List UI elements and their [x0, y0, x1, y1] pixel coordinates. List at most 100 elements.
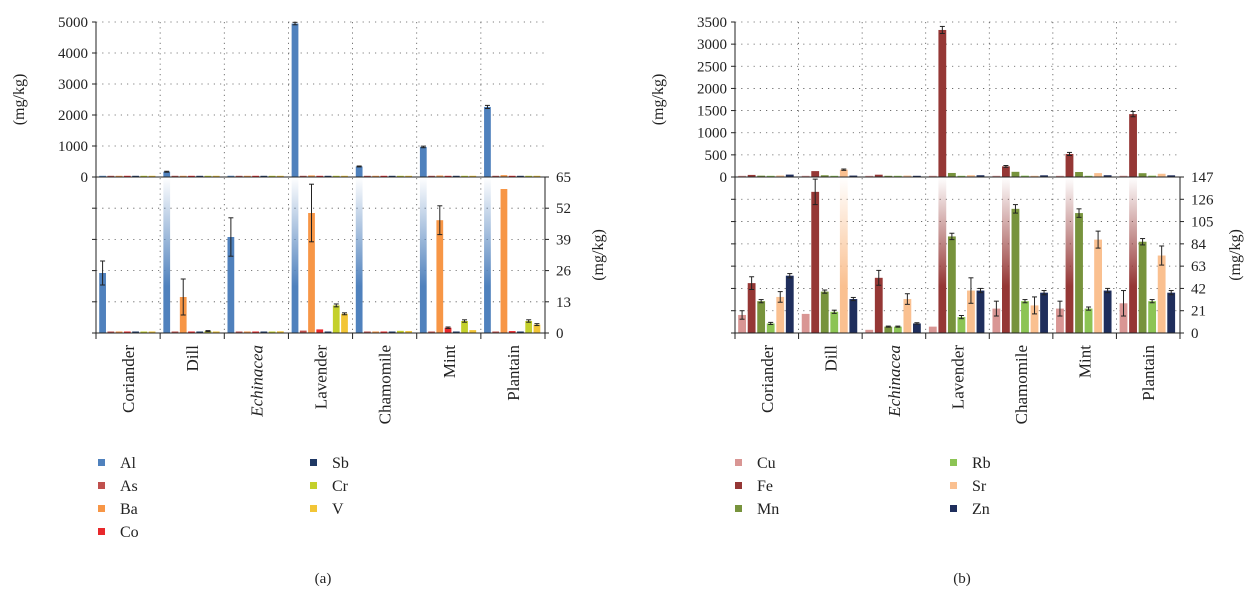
legend: Cu Fe Mn Rb Sr Zn [735, 455, 991, 518]
bar-al-bottom [484, 177, 491, 333]
bar-sb-bottom [452, 331, 460, 333]
bar-zn-top [1103, 175, 1112, 177]
bar-ba-top [436, 175, 444, 177]
bar-ba-top [243, 175, 251, 177]
legend-item: Mn [735, 501, 779, 518]
bar-co-top [188, 175, 195, 177]
bar-sb-bottom [324, 331, 332, 333]
bar-sb-top [196, 175, 204, 177]
bar-cu-bottom [738, 314, 746, 333]
bar-mn-top [1138, 173, 1147, 177]
bar-sb-bottom [388, 331, 396, 333]
y-axis-title-bottom: (mg/kg) [1227, 229, 1244, 281]
bar-sr-bottom [1030, 305, 1039, 333]
y-tick-label-bottom: 26 [556, 264, 572, 280]
bar-al-top [99, 175, 106, 177]
bar-v-top [212, 175, 220, 177]
bar-sr-top [776, 175, 785, 177]
bar-rb-top [766, 175, 775, 177]
bar-fe-top [938, 29, 947, 177]
legend-label: Ba [120, 501, 138, 518]
bar-cr-bottom [397, 330, 404, 333]
bar-sr-top [1030, 175, 1039, 177]
bar-v-bottom [533, 324, 541, 333]
bar-ba-bottom [500, 189, 508, 333]
bar-as-bottom [107, 331, 115, 333]
bar-zn-bottom [849, 299, 858, 333]
legend-item: Sb [310, 455, 349, 472]
bar-v-top [341, 175, 348, 177]
bar-fe-top [1065, 153, 1074, 177]
bar-sb-top [452, 175, 460, 177]
legend-swatch [950, 459, 957, 466]
bar-zn-bottom [785, 275, 794, 333]
bar-sr-bottom [967, 290, 975, 333]
bar-cu-top [1056, 175, 1064, 177]
bar-fe-bottom [938, 177, 947, 333]
bar-cu-top [992, 175, 1001, 177]
bar-sr-bottom [1094, 239, 1102, 333]
bar-mn-bottom [1011, 208, 1020, 333]
bar-mn-bottom [884, 326, 893, 333]
bar-al-bottom [99, 273, 106, 333]
bar-zn-top [913, 175, 921, 177]
bar-fe-top [1002, 166, 1010, 177]
bar-v-top [276, 175, 284, 177]
bar-fe-bottom [1129, 177, 1137, 333]
bar-al-top [419, 146, 427, 177]
legend-swatch [98, 505, 105, 512]
bar-v-bottom [341, 313, 348, 333]
y-tick-label-top: 1000 [58, 139, 88, 155]
bar-ba-top [308, 175, 315, 177]
y-tick-label-bottom: 0 [1191, 326, 1199, 342]
legend-swatch [98, 482, 105, 489]
x-tick-label: Echinacea [247, 345, 266, 418]
bar-as-bottom [299, 330, 307, 333]
y-tick-label-top: 2000 [58, 108, 88, 124]
bar-fe-bottom [811, 191, 820, 333]
y-tick-label-top: 1000 [697, 126, 727, 142]
bar-co-bottom [123, 331, 131, 333]
bar-rb-bottom [1021, 301, 1029, 333]
bar-fe-top [1129, 114, 1137, 177]
legend-item: Al [98, 455, 137, 472]
y-tick-label-top: 500 [705, 148, 728, 164]
bar-v-top [405, 175, 413, 177]
legend-label: Fe [757, 478, 773, 495]
bar-al-top [355, 166, 363, 177]
legend-swatch [98, 459, 105, 466]
bar-cr-top [332, 175, 340, 177]
bar-sb-top [324, 175, 332, 177]
legend-swatch [310, 505, 317, 512]
bar-cr-bottom [525, 321, 533, 333]
bar-rb-top [1084, 175, 1093, 177]
y-tick-label-top: 1500 [697, 104, 727, 120]
bar-fe-bottom [747, 283, 756, 333]
bar-cu-bottom [1056, 308, 1064, 333]
legend-swatch [950, 505, 957, 512]
bar-cu-top [1119, 175, 1128, 177]
legend-item: As [98, 478, 138, 495]
legend-item: Fe [735, 478, 773, 495]
bar-rb-top [957, 175, 966, 177]
y-axis-title-top: (mg/kg) [650, 74, 667, 126]
bar-co-top [380, 175, 388, 177]
y-tick-label-top: 4000 [58, 46, 88, 62]
legend-item: Rb [950, 455, 991, 472]
bar-ba-bottom [115, 331, 123, 333]
bar-co-top [444, 175, 452, 177]
bar-cr-top [268, 175, 276, 177]
bar-co-bottom [508, 331, 516, 333]
bar-sr-top [839, 169, 848, 177]
bar-rb-bottom [766, 323, 775, 333]
bar-al-bottom [163, 177, 171, 333]
chart-panel-a: 0 1000 2000 3000 4000 5000 0 13 26 39 52 65 (mg/kg) (… [11, 15, 607, 587]
bar-cr-top [204, 175, 212, 177]
legend-label: As [120, 478, 138, 495]
y-tick-label-bottom: 63 [1191, 259, 1206, 275]
bar-sr-bottom [1157, 255, 1166, 333]
legend-item: Cu [735, 455, 776, 472]
bar-as-top [492, 175, 500, 177]
bar-zn-top [1167, 175, 1176, 177]
